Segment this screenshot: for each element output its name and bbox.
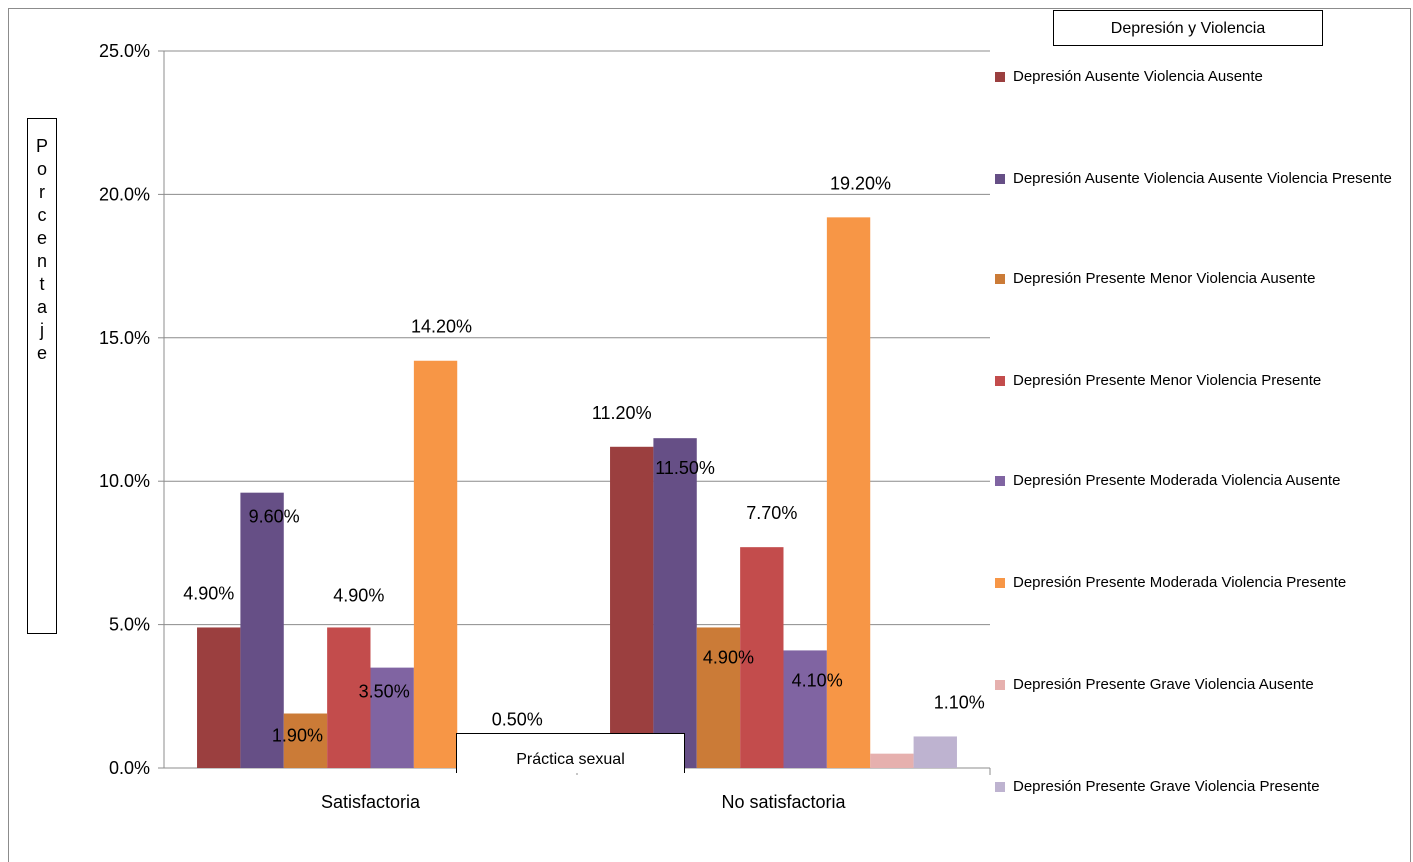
data-label: 11.20% [592,403,652,423]
data-label: 3.50% [359,682,410,702]
legend-label: Depresión Ausente Violencia Ausente [1013,68,1263,85]
bar [653,438,697,768]
y-tick-label: 0.0% [109,758,150,778]
chart-frame [8,8,1411,862]
legend-label: Depresión Presente Menor Violencia Prese… [1013,372,1322,389]
legend-item: Depresión Ausente Violencia Ausente [995,66,1405,88]
data-label: 4.90% [183,583,234,603]
y-axis-label-letter: t [39,274,45,294]
y-axis-label-letter: P [35,136,48,156]
data-label: 4.10% [792,670,843,690]
legend-label: Depresión Presente Grave Violencia Prese… [1013,778,1320,795]
y-tick-label: 25.0% [99,41,150,61]
legend-swatch [995,376,1005,386]
bar [740,547,784,768]
bar [370,667,414,768]
bar [283,713,328,768]
y-axis-label-letter: o [36,159,47,179]
legend-swatch [995,274,1005,284]
y-tick-label: 10.0% [99,471,150,491]
data-label: 4.90% [333,585,384,605]
data-label: 9.60% [249,507,300,527]
data-label: 1.90% [272,726,323,746]
data-label: 7.70% [746,503,797,523]
bar [826,217,871,768]
legend-item: Depresión Presente Menor Violencia Prese… [995,370,1405,392]
bar [413,360,458,768]
data-labels: 4.90% 9.60% 1.90% 4.90% 3.50% 14.20% 0.50% 11.2… [183,173,985,745]
y-axis-label-letter: j [40,320,44,340]
legend-item: Depresión Presente Grave Violencia Prese… [995,776,1405,798]
legend-swatch [995,72,1005,82]
data-label: 11.50% [655,458,715,478]
y-tick-label: 5.0% [109,615,150,635]
y-tick-label: 20.0% [99,184,150,204]
gridlines [158,50,990,769]
legend-item: Depresión Presente Menor Violencia Ausen… [995,268,1405,290]
legend-label: Depresión Presente Moderada Violencia Pr… [1013,574,1347,591]
x-tick-label: No satisfactoria [721,792,846,812]
x-tick-label: Satisfactoria [321,792,421,812]
bars [197,217,957,768]
y-axis-label-letter: e [36,228,47,248]
bar [197,627,241,768]
x-axis-label: Práctica sexual [456,733,685,773]
y-axis-label-letter: n [36,251,47,271]
legend-item: Depresión Ausente Violencia Ausente Viol… [995,168,1405,190]
legend-swatch [995,680,1005,690]
data-label: 4.90% [703,647,754,667]
bar [696,627,741,768]
axes: 0.0% 5.0% 10.0% 15.0% 20.0% 25.0% Satisfactori… [99,41,991,812]
legend-label: Depresión Presente Menor Violencia Ausen… [1013,270,1316,287]
legend-swatch [995,476,1005,486]
bar [913,736,957,768]
bar [327,627,371,768]
legend-label: Depresión Presente Moderada Violencia Au… [1013,472,1341,489]
bar [870,753,914,768]
data-label: 14.20% [411,317,472,337]
y-axis-label-letter: c [37,205,47,225]
legend-item: Depresión Presente Grave Violencia Ausen… [995,674,1405,696]
legend-swatch [995,578,1005,588]
bar [783,650,827,768]
legend-label: Depresión Presente Grave Violencia Ausen… [1013,676,1314,693]
data-label: 19.20% [830,173,891,193]
bar [240,492,284,768]
bar [610,446,654,768]
y-axis-label-letter: r [39,182,45,202]
legend-item: Depresión Presente Moderada Violencia Pr… [995,572,1405,594]
data-label: 1.10% [934,692,985,712]
legend-label: Depresión Ausente Violencia Ausente Viol… [1013,170,1392,187]
data-label: 0.50% [492,710,543,730]
legend-item: Depresión Presente Moderada Violencia Au… [995,470,1405,492]
legend-swatch [995,782,1005,792]
y-axis-label-letter: e [36,343,47,363]
y-tick-label: 15.0% [99,328,150,348]
legend-title: Depresión y Violencia [1053,10,1323,46]
y-axis-label-letter: a [36,297,47,317]
legend-swatch [995,174,1005,184]
